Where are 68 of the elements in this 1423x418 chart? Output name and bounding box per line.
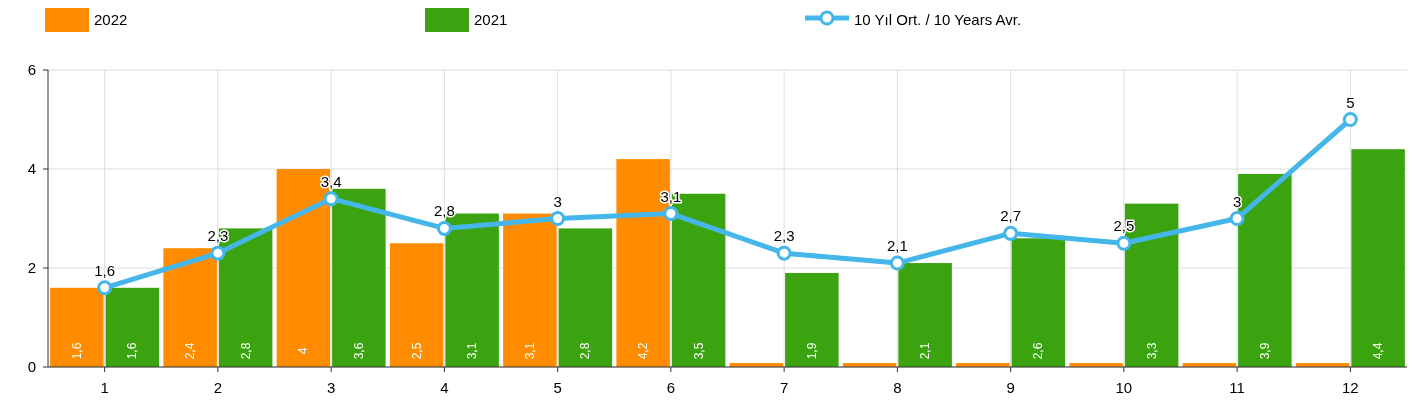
bar bbox=[163, 248, 217, 367]
data-label: 2,5 bbox=[409, 342, 424, 360]
data-label: 4,4 bbox=[1371, 342, 1386, 360]
point bbox=[1003, 225, 1019, 241]
data-label: 4 bbox=[296, 347, 311, 355]
x-tick-label: 12 bbox=[1342, 379, 1359, 396]
data-label: 3,5 bbox=[691, 342, 706, 360]
point bbox=[1116, 235, 1132, 251]
data-label: 3,1 bbox=[522, 342, 537, 360]
x-tick-label: 1 bbox=[100, 379, 109, 396]
bar bbox=[332, 188, 386, 367]
data-label: 3,6 bbox=[351, 342, 366, 360]
data-label: 1,6 bbox=[94, 261, 116, 279]
x-tick-label: 7 bbox=[779, 379, 789, 396]
data-label: 3 bbox=[553, 192, 562, 210]
bar bbox=[503, 213, 557, 367]
point bbox=[436, 220, 452, 236]
data-label: 2,8 bbox=[238, 342, 253, 360]
data-label: 3,3 bbox=[1144, 342, 1159, 360]
data-label: 2,6 bbox=[1031, 342, 1046, 360]
data-label: 2,1 bbox=[886, 237, 908, 255]
data-label: 3,1 bbox=[660, 187, 682, 205]
bar bbox=[785, 272, 839, 367]
data-label: 1,6 bbox=[125, 342, 140, 360]
point bbox=[889, 255, 905, 271]
x-tick-label: 10 bbox=[1115, 379, 1133, 396]
data-label: 2,8 bbox=[578, 342, 593, 360]
point bbox=[323, 191, 339, 207]
legend-label: 10 Yıl Ort. / 10 Years Avr. bbox=[854, 11, 1022, 28]
x-tick-label: 9 bbox=[1006, 379, 1015, 396]
x-tick-label: 3 bbox=[326, 379, 336, 396]
x-tick-label: 5 bbox=[553, 379, 562, 396]
legend-label: 2022 bbox=[94, 11, 128, 28]
x-tick-label: 8 bbox=[893, 379, 902, 396]
data-label: 1,9 bbox=[804, 342, 819, 360]
data-label: 4,2 bbox=[636, 342, 651, 360]
point bbox=[1342, 112, 1358, 127]
y-tick-label: 2 bbox=[27, 259, 36, 276]
bar bbox=[558, 228, 613, 367]
point bbox=[550, 211, 566, 226]
y-tick-label: 0 bbox=[27, 358, 36, 375]
y-tick-label: 4 bbox=[27, 160, 36, 177]
point bbox=[663, 206, 679, 222]
x-tick-label: 6 bbox=[666, 379, 676, 396]
bar bbox=[389, 243, 444, 367]
point bbox=[1229, 211, 1245, 226]
y-tick-label: 6 bbox=[27, 61, 36, 78]
bar bbox=[898, 263, 952, 367]
data-label: 2,1 bbox=[918, 342, 933, 360]
data-label: 2,7 bbox=[1000, 207, 1022, 225]
data-label: 5 bbox=[1346, 93, 1355, 111]
data-label: 3,1 bbox=[465, 342, 480, 360]
data-label: 3,9 bbox=[1257, 342, 1272, 360]
data-label: 2,3 bbox=[773, 227, 795, 245]
legend-label: 2021 bbox=[474, 11, 508, 28]
data-label: 2,8 bbox=[433, 202, 455, 220]
bar bbox=[105, 287, 160, 367]
data-label: 1,6 bbox=[69, 342, 84, 360]
x-tick-label: 11 bbox=[1229, 379, 1245, 396]
point bbox=[776, 245, 792, 261]
x-tick-label: 2 bbox=[213, 379, 223, 396]
data-label: 2,4 bbox=[183, 342, 198, 360]
bar bbox=[1011, 238, 1066, 367]
bar bbox=[50, 287, 104, 367]
point bbox=[210, 245, 226, 261]
point bbox=[97, 280, 113, 296]
bar bbox=[1351, 149, 1405, 367]
x-tick-label: 4 bbox=[440, 379, 449, 396]
